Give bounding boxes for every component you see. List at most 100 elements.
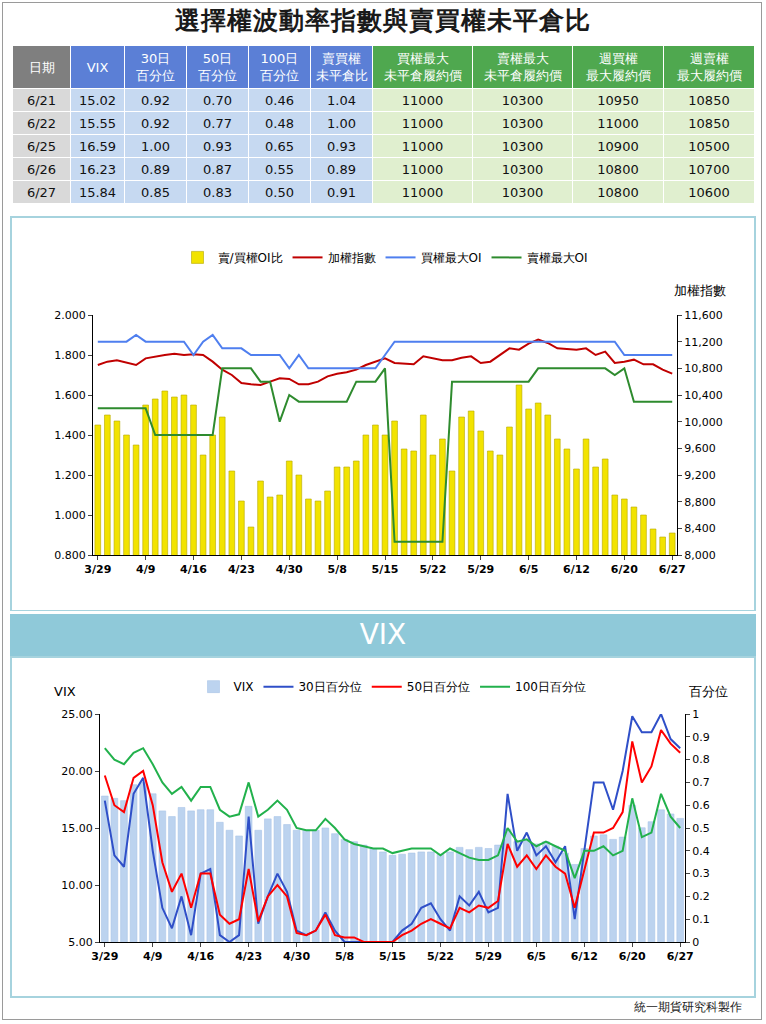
svg-text:5/22: 5/22 xyxy=(427,950,454,963)
svg-text:VIX: VIX xyxy=(54,684,76,699)
svg-text:11,200: 11,200 xyxy=(684,336,723,349)
svg-text:0.5: 0.5 xyxy=(692,822,710,835)
svg-text:6/27: 6/27 xyxy=(659,563,686,576)
svg-text:30日百分位: 30日百分位 xyxy=(298,680,361,694)
svg-text:3/29: 3/29 xyxy=(91,950,118,963)
svg-text:5.00: 5.00 xyxy=(68,936,93,949)
svg-text:0.7: 0.7 xyxy=(692,776,710,789)
svg-text:4/9: 4/9 xyxy=(143,950,162,963)
svg-text:100日百分位: 100日百分位 xyxy=(515,680,586,694)
svg-text:10,800: 10,800 xyxy=(684,362,723,375)
svg-text:20.00: 20.00 xyxy=(61,765,93,778)
html-text:0.92: 0.92 xyxy=(141,92,170,108)
svg-text:0.6: 0.6 xyxy=(692,799,710,812)
svg-text:10,400: 10,400 xyxy=(684,389,723,402)
html-text:VIX: VIX xyxy=(86,59,109,75)
svg-text:9,600: 9,600 xyxy=(684,442,716,455)
svg-text:0.4: 0.4 xyxy=(692,845,710,858)
svg-text:1.000: 1.000 xyxy=(54,509,86,522)
svg-text:4/30: 4/30 xyxy=(276,563,303,576)
html-text:0.93: 0.93 xyxy=(203,138,232,154)
svg-text:4/23: 4/23 xyxy=(235,950,262,963)
html-text:10850: 10850 xyxy=(688,92,730,108)
html-text:10300: 10300 xyxy=(501,115,544,131)
svg-text:5/15: 5/15 xyxy=(372,563,399,576)
svg-text:4/9: 4/9 xyxy=(136,563,155,576)
svg-text:VIX: VIX xyxy=(234,680,254,694)
svg-text:2.000: 2.000 xyxy=(54,309,86,322)
html-text:11000: 11000 xyxy=(401,115,444,131)
svg-text:加權指數: 加權指數 xyxy=(674,283,726,298)
svg-text:1: 1 xyxy=(692,708,699,721)
svg-text:6/5: 6/5 xyxy=(527,950,546,963)
html-text:0.70: 0.70 xyxy=(203,92,232,108)
svg-text:8,000: 8,000 xyxy=(684,549,716,562)
html-text:VIX: VIX xyxy=(359,618,407,651)
svg-text:5/29: 5/29 xyxy=(467,563,494,576)
html-text:1.04: 1.04 xyxy=(327,92,356,108)
html-text:0.46: 0.46 xyxy=(265,92,294,108)
svg-text:1.200: 1.200 xyxy=(54,469,86,482)
svg-text:0.3: 0.3 xyxy=(692,867,710,880)
html-text:15.55: 15.55 xyxy=(78,115,117,131)
svg-text:6/27: 6/27 xyxy=(667,950,694,963)
svg-text:6/20: 6/20 xyxy=(619,950,646,963)
html-text:日期: 日期 xyxy=(28,59,55,75)
svg-text:6/5: 6/5 xyxy=(519,563,538,576)
html-text:6/25: 6/25 xyxy=(26,138,57,154)
html-text:16.59: 16.59 xyxy=(78,138,117,154)
svg-text:1.800: 1.800 xyxy=(54,349,86,362)
svg-text:10,000: 10,000 xyxy=(684,416,723,429)
svg-text:4/23: 4/23 xyxy=(228,563,255,576)
svg-text:0.1: 0.1 xyxy=(692,913,710,926)
svg-text:6/12: 6/12 xyxy=(571,950,598,963)
svg-text:10.00: 10.00 xyxy=(61,879,93,892)
html-text:10850: 10850 xyxy=(688,115,730,131)
svg-text:0.9: 0.9 xyxy=(692,731,710,744)
svg-text:8,400: 8,400 xyxy=(684,522,716,535)
svg-text:4/30: 4/30 xyxy=(283,950,310,963)
svg-text:6/20: 6/20 xyxy=(611,563,638,576)
svg-text:4/16: 4/16 xyxy=(180,563,207,576)
svg-text:1.600: 1.600 xyxy=(54,389,86,402)
html-text:10950: 10950 xyxy=(597,92,639,108)
svg-text:4/16: 4/16 xyxy=(187,950,214,963)
svg-text:百分位: 百分位 xyxy=(689,684,728,699)
svg-text:1.400: 1.400 xyxy=(54,429,86,442)
html-text:15.02: 15.02 xyxy=(78,92,117,108)
html-text:6/21: 6/21 xyxy=(26,92,57,108)
svg-text:9,200: 9,200 xyxy=(684,469,716,482)
svg-text:賣權最大OI: 賣權最大OI xyxy=(527,251,588,265)
html-text:11000: 11000 xyxy=(597,115,639,131)
html-text:0.48: 0.48 xyxy=(265,115,294,131)
html-text:0.77: 0.77 xyxy=(203,115,232,131)
svg-text:11,600: 11,600 xyxy=(684,309,723,322)
svg-text:加權指數: 加權指數 xyxy=(328,251,376,265)
svg-text:25.00: 25.00 xyxy=(61,708,93,721)
svg-text:0: 0 xyxy=(692,936,699,949)
html-text:1.00: 1.00 xyxy=(141,138,170,154)
svg-text:5/22: 5/22 xyxy=(419,563,446,576)
svg-text:0.2: 0.2 xyxy=(692,890,710,903)
svg-text:0.8: 0.8 xyxy=(692,753,710,766)
html-text:6/22: 6/22 xyxy=(26,115,57,131)
html-text:0.93: 0.93 xyxy=(327,138,356,154)
html-text:1.00: 1.00 xyxy=(327,115,356,131)
svg-text:5/8: 5/8 xyxy=(327,563,346,576)
svg-text:賣/買權OI比: 賣/買權OI比 xyxy=(218,251,283,265)
html-text:10300: 10300 xyxy=(501,92,544,108)
svg-text:3/29: 3/29 xyxy=(84,563,111,576)
html-text:0.65: 0.65 xyxy=(265,138,294,154)
svg-text:0.800: 0.800 xyxy=(54,549,86,562)
svg-text:6/12: 6/12 xyxy=(563,563,590,576)
svg-text:50日百分位: 50日百分位 xyxy=(407,680,470,694)
svg-text:5/15: 5/15 xyxy=(379,950,406,963)
svg-text:買權最大OI: 買權最大OI xyxy=(421,251,482,265)
svg-text:5/29: 5/29 xyxy=(475,950,502,963)
html-text:11000: 11000 xyxy=(401,92,444,108)
svg-text:5/8: 5/8 xyxy=(335,950,354,963)
svg-text:15.00: 15.00 xyxy=(61,822,93,835)
html-text:選擇權波動率指數與賣買權未平倉比: 選擇權波動率指數與賣買權未平倉比 xyxy=(175,6,591,35)
svg-text:8,800: 8,800 xyxy=(684,496,716,509)
html-text:0.92: 0.92 xyxy=(141,115,170,131)
